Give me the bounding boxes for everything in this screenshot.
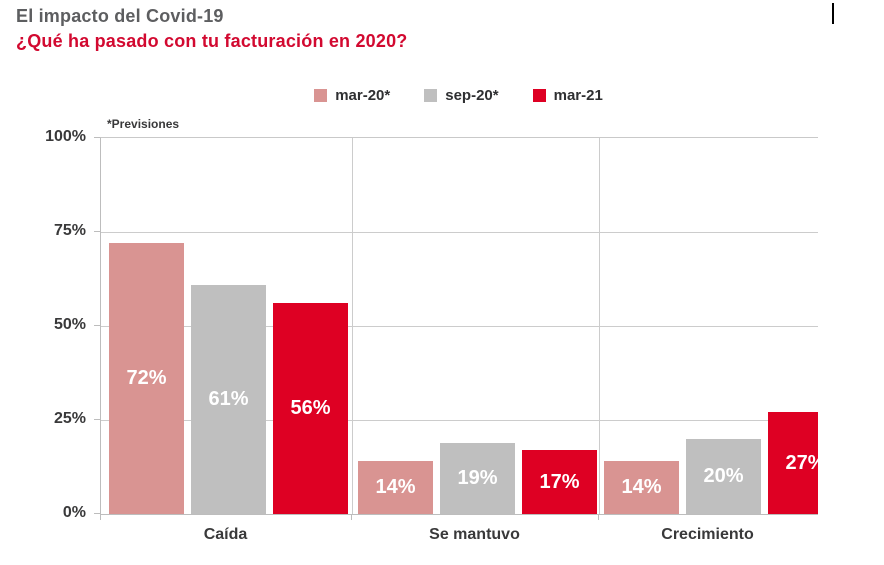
category-label-se-mantuvo: Se mantuvo xyxy=(429,526,520,543)
legend-swatch-icon xyxy=(532,89,546,102)
bar-value-label: 14% xyxy=(621,476,662,499)
y-tick-label-0: 0% xyxy=(62,504,86,521)
text-cursor-artifact xyxy=(832,3,834,24)
legend-label: mar-20* xyxy=(335,87,391,104)
bar-mar-21-caída: 56% xyxy=(273,303,348,514)
category-label-caída: Caída xyxy=(203,526,248,543)
legend-swatch-icon xyxy=(424,89,438,102)
y-tick-mark xyxy=(94,325,100,326)
bar-mar-20-caída: 72% xyxy=(109,243,184,514)
y-tick-label-25: 25% xyxy=(53,410,86,427)
chart-legend: mar-20* sep-20* mar-21 xyxy=(100,87,817,104)
x-tick-mark xyxy=(351,514,352,520)
bar-value-label: 17% xyxy=(539,470,580,493)
bar-mar-21-crecimiento: 27% xyxy=(768,412,818,514)
chart-title: El impacto del Covid-19 xyxy=(16,6,224,26)
h-gridline-50 xyxy=(101,326,818,327)
legend-label: mar-21 xyxy=(553,87,603,104)
legend-item-sep-20: sep-20* xyxy=(424,87,499,104)
bar-value-label: 27% xyxy=(785,451,818,474)
y-tick-mark xyxy=(94,137,100,138)
chart-subtitle: ¿Qué ha pasado con tu facturación en 202… xyxy=(16,31,408,51)
bar-value-label: 56% xyxy=(290,397,331,420)
plot-area: 72% 61% 56% 14% 19% 17% 14% 20% 27% xyxy=(100,137,818,515)
x-tick-mark xyxy=(598,514,599,520)
h-gridline-25 xyxy=(101,420,818,421)
x-tick-mark xyxy=(100,514,101,520)
y-tick-label-100: 100% xyxy=(45,128,86,145)
legend-item-mar-20: mar-20* xyxy=(314,87,390,104)
h-gridline-75 xyxy=(101,232,818,233)
legend-label: sep-20* xyxy=(445,87,499,104)
bar-value-label: 72% xyxy=(126,367,167,390)
v-gridline-2 xyxy=(599,138,600,514)
bar-value-label: 19% xyxy=(457,466,498,489)
category-label-crecimiento: Crecimiento xyxy=(661,526,754,543)
y-tick-mark xyxy=(94,419,100,420)
y-tick-mark xyxy=(94,231,100,232)
legend-item-mar-21: mar-21 xyxy=(532,87,603,104)
bar-mar-20-crecimiento: 14% xyxy=(604,461,679,514)
bar-sep-20-crecimiento: 20% xyxy=(686,438,761,514)
bar-value-label: 61% xyxy=(208,387,249,410)
bar-sep-20-se-mantuvo: 19% xyxy=(440,442,515,514)
bar-value-label: 14% xyxy=(375,476,416,499)
x-axis: Caída Se mantuvo Crecimiento xyxy=(100,514,817,554)
bar-mar-20-se-mantuvo: 14% xyxy=(358,461,433,514)
v-gridline-1 xyxy=(352,138,353,514)
legend-swatch-icon xyxy=(314,89,328,102)
y-tick-label-75: 75% xyxy=(53,222,86,239)
y-tick-label-50: 50% xyxy=(53,316,86,333)
bar-mar-21-se-mantuvo: 17% xyxy=(522,450,597,514)
footnote-previsiones: *Previsiones xyxy=(107,117,180,131)
bar-sep-20-caída: 61% xyxy=(191,284,266,514)
bar-value-label: 20% xyxy=(703,464,744,487)
y-tick-mark xyxy=(94,513,100,514)
y-axis: 0% 25% 50% 75% 100% xyxy=(0,128,100,521)
